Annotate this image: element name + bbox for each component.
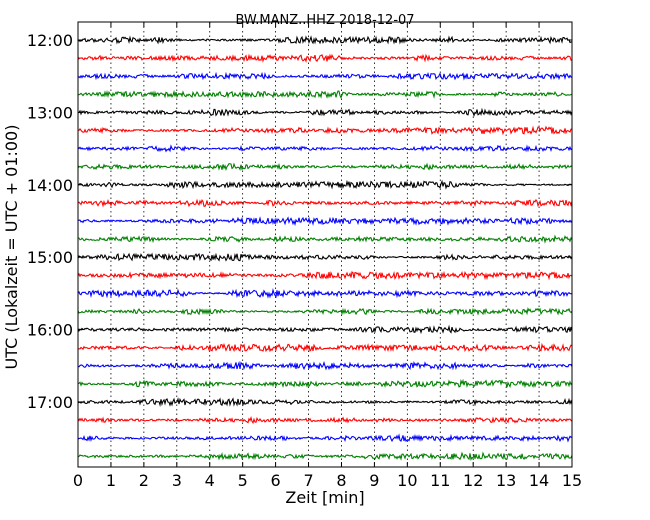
trace-line [77,270,573,281]
x-tick-label: 4 [205,471,215,490]
x-tick-label: 14 [529,471,549,490]
chart-title: BW.MANZ..HHZ 2018-12-07 [235,13,414,28]
y-tick-label: 17:00 [27,393,73,412]
x-tick-label: 15 [562,471,582,490]
x-tick-label: 11 [430,471,450,490]
trace-line [77,71,573,81]
x-tick-label: 10 [397,471,417,490]
x-tick-label: 6 [271,471,281,490]
trace-line [77,287,573,299]
x-tick-label: 8 [336,471,346,490]
trace-line [77,162,573,171]
y-tick-label: 12:00 [27,31,73,50]
x-tick-label: 7 [303,471,313,490]
trace-line [77,307,573,316]
x-tick-label: 9 [369,471,379,490]
x-tick-label: 3 [172,471,182,490]
x-axis: 0 1 2 3 4 5 6 7 8 9 10 11 12 13 14 15 [73,22,582,490]
plot-frame [77,21,573,468]
trace-line [77,342,573,353]
trace-group [77,35,573,462]
trace-line [77,416,573,424]
y-tick-label: 16:00 [27,321,73,340]
trace-line [77,107,573,118]
x-tick-label: 0 [73,471,83,490]
trace-line [77,378,573,389]
trace-line [77,433,573,443]
trace-line [77,397,573,408]
y-tick-label: 14:00 [27,176,73,195]
trace-line [77,53,573,64]
y-tick-label: 13:00 [27,103,73,122]
grid-lines [110,22,540,467]
trace-line [77,198,573,208]
trace-line [77,125,573,136]
trace-line [77,144,573,153]
trace-line [77,252,573,262]
trace-line [77,89,573,99]
x-tick-label: 12 [463,471,483,490]
y-axis-label: UTC (Lokalzeit = UTC + 01:00) [2,125,21,370]
y-axis: 12:00 13:00 14:00 15:00 16:00 17:00 [27,31,572,412]
trace-line [77,360,573,371]
x-tick-label: 13 [496,471,516,490]
x-tick-label: 2 [139,471,149,490]
trace-line [77,35,573,45]
y-tick-label: 15:00 [27,248,73,267]
trace-line [77,179,573,190]
trace-line [77,451,573,462]
trace-line [77,216,573,227]
x-axis-label: Zeit [min] [285,488,364,507]
x-tick-label: 5 [238,471,248,490]
trace-line [77,234,573,244]
trace-line [77,324,573,335]
x-tick-label: 1 [106,471,116,490]
